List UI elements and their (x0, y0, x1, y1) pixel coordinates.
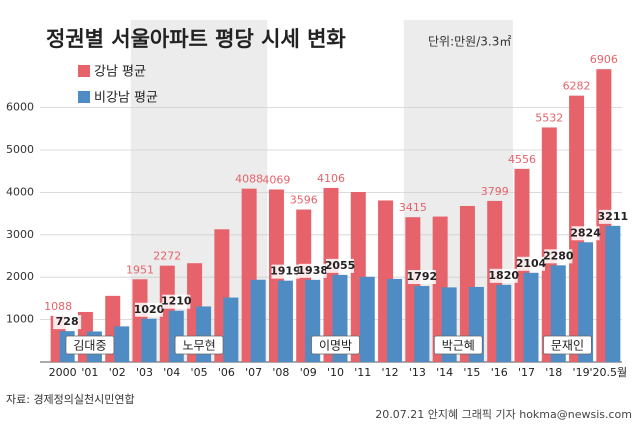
data-label: 4106 (317, 172, 345, 185)
y-tick-label: 4000 (6, 185, 34, 198)
data-label: 1938 (297, 264, 328, 277)
x-tick-label: '18 (545, 366, 562, 379)
x-tick-label: '15 (463, 366, 480, 379)
x-tick-label: '09 (300, 366, 317, 379)
bar (359, 276, 375, 362)
x-tick-label: '06 (218, 366, 235, 379)
labels: 김대중 노무현 이명박 박근혜 문재인 2000 1088 728 '01 '02 '03 1951 1… (44, 53, 628, 379)
bar (414, 286, 430, 362)
x-tick-label: '12 (382, 366, 399, 379)
credit: 20.07.21 안지혜 그래픽 기자 hokma@newsis.com (375, 408, 632, 421)
bar (114, 326, 130, 362)
watermark: NEWSIS (505, 375, 620, 405)
bars (50, 69, 621, 363)
data-label: 728 (56, 315, 79, 328)
data-label-bg (162, 294, 191, 309)
era-box (433, 335, 483, 355)
x-tick-label: '07 (245, 366, 262, 379)
data-label-bg (517, 256, 545, 271)
x-tick-label: '14 (436, 366, 453, 379)
bar (523, 272, 539, 362)
era-label: 김대중 (73, 339, 106, 353)
bar (223, 297, 239, 362)
x-tick-label: '19 (573, 366, 590, 379)
data-label-bg (407, 270, 436, 285)
era-box (65, 335, 115, 355)
era-label: 이명박 (319, 339, 352, 353)
chart-title: 정권별 서울아파트 평당 시세 변화 (46, 27, 346, 51)
y-tick-label: 6000 (6, 101, 34, 114)
y-tick-label: 1000 (6, 313, 34, 326)
x-tick-label: '16 (491, 366, 508, 379)
data-label-bg (135, 302, 163, 317)
data-label: 3596 (290, 194, 318, 207)
data-label: 1792 (407, 270, 438, 283)
data-label: 2055 (325, 259, 356, 272)
x-tick-label: '08 (272, 366, 289, 379)
data-label-bg (571, 226, 600, 241)
x-tick-label: 2000 (49, 366, 77, 379)
data-label-bg (298, 263, 327, 278)
data-label: 2104 (516, 257, 547, 270)
era-label: 문재인 (551, 339, 584, 353)
data-label-bg (326, 258, 354, 273)
x-tick-label: '04 (163, 366, 180, 379)
legend-label: 강남 평균 (94, 65, 146, 80)
x-tick-label: '13 (409, 366, 426, 379)
bar (605, 225, 621, 362)
legend-swatch (78, 65, 90, 77)
y-tick-label: 2000 (6, 270, 34, 283)
bar (141, 318, 157, 362)
x-tick-label: '01 (81, 366, 98, 379)
data-label-bg (53, 315, 82, 330)
data-label: 1088 (44, 300, 72, 313)
data-label: 1820 (488, 269, 519, 282)
bar (387, 278, 403, 362)
x-tick-label: '17 (518, 366, 535, 379)
data-label-bg (598, 209, 627, 224)
data-label: 6906 (590, 53, 618, 66)
era-box (543, 335, 592, 355)
bar (496, 284, 512, 362)
bar (578, 242, 594, 362)
data-label-bg (271, 264, 300, 279)
data-label: 4069 (262, 173, 290, 186)
bar (250, 279, 266, 362)
data-label: 1210 (161, 295, 192, 308)
y-tick-label: 3000 (6, 228, 34, 241)
data-label: 1951 (126, 263, 154, 276)
y-tick-label: 5000 (6, 143, 34, 156)
x-tick-label: '02 (109, 366, 126, 379)
legend-label: 비강남 평균 (94, 91, 158, 106)
data-label: 3799 (481, 185, 509, 198)
data-label: 4556 (508, 153, 536, 166)
era-label: 박근혜 (442, 339, 475, 353)
legend-swatch (78, 91, 90, 103)
data-label: 1919 (270, 265, 301, 278)
data-label: 2272 (153, 250, 181, 263)
data-label: 3415 (399, 201, 427, 214)
data-label: 5532 (535, 111, 563, 124)
data-label: 2824 (570, 226, 601, 239)
data-label: 3211 (598, 210, 629, 223)
x-tick-label: '11 (354, 366, 371, 379)
bar (277, 280, 293, 362)
x-tick-label: '05 (191, 366, 208, 379)
source: 자료: 경제정의실천시민연합 (6, 392, 135, 406)
x-tick-label: '20.5월 (590, 366, 628, 379)
x-tick-label: '10 (327, 366, 344, 379)
chart-subtitle: 단위:만원/3.3㎡ (428, 35, 511, 49)
data-label: 6282 (563, 80, 591, 93)
data-label: 1020 (134, 303, 165, 316)
era-label: 노무현 (183, 339, 216, 353)
data-label-bg (489, 268, 518, 283)
era-box (174, 335, 224, 355)
era-box (311, 335, 360, 355)
x-tick-label: '03 (136, 366, 153, 379)
data-label: 2280 (543, 249, 574, 262)
data-label: 4088 (235, 173, 263, 186)
data-label-bg (544, 249, 573, 264)
